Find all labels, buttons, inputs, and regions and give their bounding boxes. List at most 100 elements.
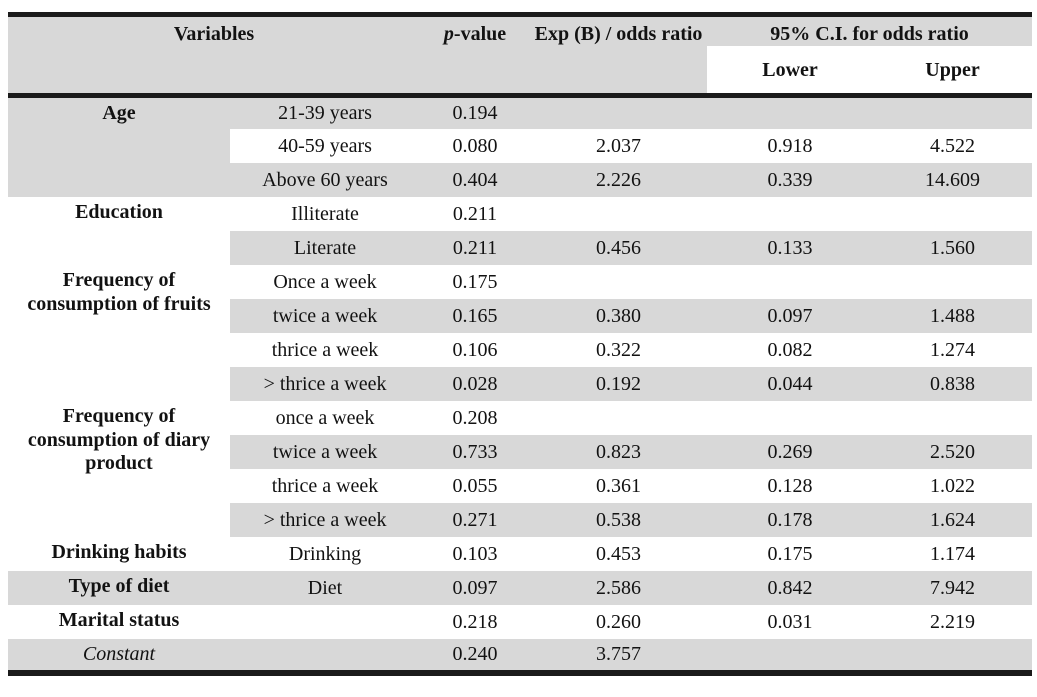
p-value-cell: 0.733 — [420, 435, 531, 469]
ci-lower-cell — [707, 95, 874, 129]
p-value-cell: 0.028 — [420, 367, 531, 401]
odds-ratio-cell: 0.538 — [530, 503, 708, 537]
level-cell: Once a week — [230, 265, 421, 299]
header-row-sub: Lower Upper — [8, 46, 1033, 95]
ci-upper-cell — [873, 265, 1033, 299]
level-cell: 21-39 years — [230, 95, 421, 129]
p-value-cell: 0.103 — [420, 537, 531, 571]
p-value-cell: 0.211 — [420, 197, 531, 231]
table-row: Age 21-39 years 0.194 — [8, 95, 1033, 197]
variable-cell-fruits: Frequency of consumption of fruits — [8, 265, 230, 401]
ci-upper-cell: 14.609 — [873, 163, 1033, 197]
column-header-variables: Variables — [8, 14, 421, 95]
table-row: > thrice a week 0.028 0.192 0.044 0.838 — [8, 367, 1033, 401]
p-value-cell: 0.240 — [420, 639, 531, 673]
level-cell: Above 60 years — [230, 163, 421, 197]
odds-ratio-cell: 0.192 — [530, 367, 708, 401]
level-cell: thrice a week — [230, 469, 421, 503]
odds-ratio-cell: 2.037 — [530, 129, 708, 163]
ci-upper-cell: 1.174 — [873, 537, 1033, 571]
p-value-suffix: -value — [453, 23, 507, 45]
header-row-top: Variables p-value Exp (B) / odds ratio 9… — [8, 14, 1033, 95]
odds-ratio-cell: 3.757 — [530, 639, 708, 673]
variable-cell-diary-product: Frequency of consumption of diary produc… — [8, 401, 230, 537]
ci-upper-cell — [873, 401, 1033, 435]
p-value-cell: 0.106 — [420, 333, 531, 367]
column-header-ci-lower: Lower — [707, 46, 874, 95]
ci-lower-cell: 0.044 — [707, 367, 874, 401]
odds-ratio-cell: 0.260 — [530, 605, 708, 639]
odds-ratio-cell: 0.823 — [530, 435, 708, 469]
ci-upper-cell: 1.274 — [873, 333, 1033, 367]
odds-ratio-cell — [530, 197, 708, 231]
level-cell: 40-59 years — [230, 129, 421, 163]
ci-upper-cell — [873, 639, 1033, 673]
variable-cell-constant: Constant — [8, 639, 230, 673]
variable-cell-marital-status: Marital status — [8, 605, 230, 639]
odds-ratio-cell — [530, 401, 708, 435]
ci-lower-cell — [707, 197, 874, 231]
ci-lower-cell — [707, 639, 874, 673]
level-cell: once a week — [230, 401, 421, 435]
level-cell: Literate — [230, 231, 421, 265]
level-cell: thrice a week — [230, 333, 421, 367]
ci-upper-cell — [873, 95, 1033, 129]
variable-cell-age: Age — [8, 95, 230, 197]
ci-lower-cell: 0.128 — [707, 469, 874, 503]
ci-upper-cell: 1.022 — [873, 469, 1033, 503]
level-cell — [230, 639, 421, 673]
level-cell: twice a week — [230, 435, 421, 469]
p-value-cell: 0.211 — [420, 231, 531, 265]
odds-ratio-cell: 2.226 — [530, 163, 708, 197]
odds-ratio-cell — [530, 265, 708, 299]
odds-ratio-cell: 0.453 — [530, 537, 708, 571]
odds-ratio-cell: 0.361 — [530, 469, 708, 503]
table-row: Education Illiterate 0.211 — [8, 197, 1033, 265]
ci-lower-cell: 0.031 — [707, 605, 874, 639]
ci-lower-cell — [707, 401, 874, 435]
ci-upper-cell: 0.838 — [873, 367, 1033, 401]
ci-upper-cell — [873, 197, 1033, 231]
table-body: Age 21-39 years 0.194 40-59 years 0.080 … — [8, 95, 1033, 673]
level-cell — [230, 605, 421, 639]
table-row: thrice a week 0.055 0.361 0.128 1.022 — [8, 469, 1033, 503]
ci-upper-cell: 7.942 — [873, 571, 1033, 605]
p-value-cell: 0.218 — [420, 605, 531, 639]
p-value-cell: 0.194 — [420, 95, 531, 129]
ci-upper-cell: 1.560 — [873, 231, 1033, 265]
p-value-italic-p: p — [443, 23, 454, 45]
level-cell: Illiterate — [230, 197, 421, 231]
table-row: thrice a week 0.106 0.322 0.082 1.274 — [8, 333, 1033, 367]
ci-lower-cell: 0.178 — [707, 503, 874, 537]
ci-lower-cell: 0.097 — [707, 299, 874, 333]
ci-lower-cell: 0.175 — [707, 537, 874, 571]
ci-upper-cell: 2.219 — [873, 605, 1033, 639]
column-header-odds-ratio: Exp (B) / odds ratio — [530, 14, 708, 95]
p-value-cell: 0.080 — [420, 129, 531, 163]
column-header-ci: 95% C.I. for odds ratio — [707, 14, 1033, 46]
ci-lower-cell: 0.842 — [707, 571, 874, 605]
ci-upper-cell: 4.522 — [873, 129, 1033, 163]
table-row: Constant 0.240 3.757 — [8, 639, 1033, 673]
table-row: Frequency of consumption of fruits Once … — [8, 265, 1033, 401]
ci-upper-cell: 2.520 — [873, 435, 1033, 469]
odds-ratio-cell: 0.380 — [530, 299, 708, 333]
variable-cell-type-of-diet: Type of diet — [8, 571, 230, 605]
ci-lower-cell: 0.918 — [707, 129, 874, 163]
p-value-cell: 0.175 — [420, 265, 531, 299]
table-row: 40-59 years 0.080 2.037 0.918 4.522 — [8, 129, 1033, 163]
odds-ratio-cell — [530, 95, 708, 129]
table-row: Frequency of consumption of diary produc… — [8, 401, 1033, 537]
table-row: twice a week 0.165 0.380 0.097 1.488 — [8, 299, 1033, 333]
table-row: Above 60 years 0.404 2.226 0.339 14.609 — [8, 163, 1033, 197]
level-cell: twice a week — [230, 299, 421, 333]
odds-ratio-cell: 0.456 — [530, 231, 708, 265]
variable-cell-drinking-habits: Drinking habits — [8, 537, 230, 571]
level-cell: > thrice a week — [230, 367, 421, 401]
ci-lower-cell: 0.133 — [707, 231, 874, 265]
odds-ratio-cell: 0.322 — [530, 333, 708, 367]
level-cell: Diet — [230, 571, 421, 605]
column-header-p-value: p-value — [420, 14, 531, 95]
level-cell: > thrice a week — [230, 503, 421, 537]
